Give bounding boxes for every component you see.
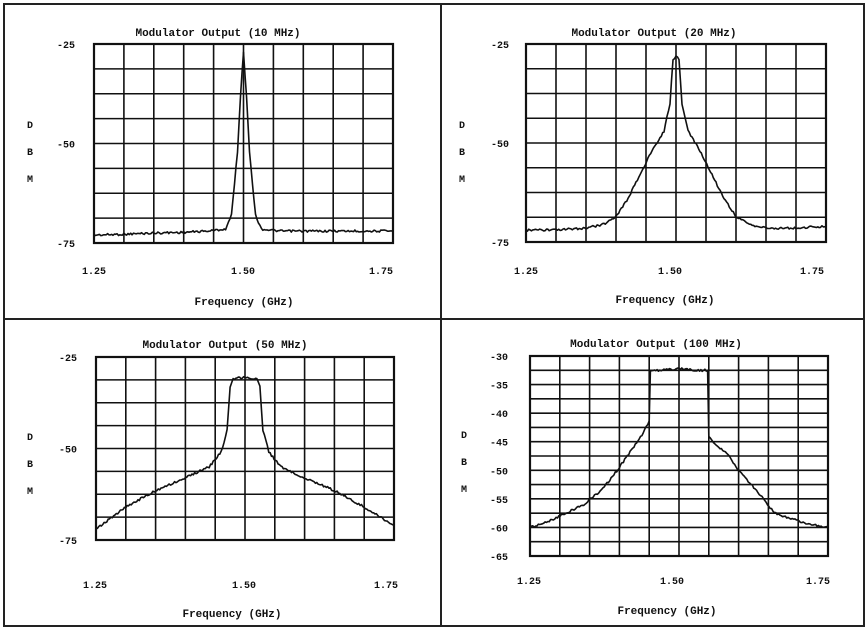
series-line [525, 55, 827, 232]
y-axis-label-letter: B [27, 148, 33, 159]
x-tick-label: 1.50 [660, 577, 684, 588]
y-axis-label: D B M [27, 433, 33, 498]
x-axis-label: Frequency (GHz) [182, 609, 281, 621]
y-axis-label-letter: M [27, 487, 33, 498]
y-tick-label: -65 [490, 553, 508, 564]
chart-panel-1: Modulator Output (10 MHz) D B M -25 -50 -7… [27, 28, 395, 309]
y-axis-label-letter: M [461, 485, 467, 496]
x-tick-label: 1.25 [82, 267, 106, 278]
x-axis-label: Frequency (GHz) [617, 606, 716, 618]
chart-panel-4: Modulator Output (100 MHz) D B M -30-35-… [461, 339, 830, 618]
y-tick-label: -25 [59, 354, 77, 365]
y-axis-label-letter: D [459, 121, 465, 132]
y-tick-label: -25 [491, 41, 509, 52]
y-axis-label-letter: M [27, 175, 33, 186]
y-tick-label: -60 [490, 524, 508, 535]
plot-frame [524, 42, 828, 244]
y-tick-label: -40 [490, 410, 508, 421]
y-tick-label: -30 [490, 353, 508, 364]
chart-panel-3: Modulator Output (50 MHz) D B M -25 -50 -7… [27, 340, 398, 621]
y-tick-label: -50 [490, 467, 508, 478]
series-line [95, 375, 395, 530]
y-axis-label-letter: D [461, 431, 467, 442]
y-axis-label: D B M [27, 121, 33, 186]
y-axis-label-letter: B [461, 458, 467, 469]
figure-border [3, 3, 865, 627]
y-tick-label: -50 [491, 140, 509, 151]
plot-area: -25 -50 -75 [491, 41, 828, 250]
x-tick-label: 1.25 [517, 577, 541, 588]
y-axis-label-letter: D [27, 121, 33, 132]
x-tick-label: 1.50 [232, 581, 256, 592]
chart-title: Modulator Output (10 MHz) [135, 28, 300, 40]
x-tick-label: 1.25 [83, 581, 107, 592]
x-tick-label: 1.75 [806, 577, 830, 588]
y-tick-label: -50 [59, 446, 77, 457]
x-tick-label: 1.75 [374, 581, 398, 592]
x-tick-label: 1.75 [369, 267, 393, 278]
y-tick-label: -75 [59, 537, 77, 548]
chart-title: Modulator Output (20 MHz) [571, 28, 736, 40]
plot-frame [94, 355, 396, 542]
chart-panel-2: Modulator Output (20 MHz) D B M -25 -50 -7… [459, 28, 828, 307]
y-axis-label: D B M [459, 121, 465, 186]
y-tick-label: -35 [490, 382, 508, 393]
y-tick-label: -75 [491, 239, 509, 250]
x-tick-label: 1.50 [231, 267, 255, 278]
y-axis-label-letter: B [27, 460, 33, 471]
x-axis-label: Frequency (GHz) [615, 295, 714, 307]
y-tick-label: -55 [490, 496, 508, 507]
y-axis-label-letter: D [27, 433, 33, 444]
plot-area: -25 -50 -75 [57, 41, 395, 251]
series-line [93, 51, 394, 237]
x-tick-label: 1.50 [658, 267, 682, 278]
x-axis-label: Frequency (GHz) [194, 297, 293, 309]
series-line [529, 367, 829, 529]
y-axis-label: D B M [461, 431, 467, 496]
plot-area: -25 -50 -75 [59, 354, 396, 548]
y-axis-label-letter: B [459, 148, 465, 159]
y-axis-label-letter: M [459, 175, 465, 186]
y-tick-label: -50 [57, 141, 75, 152]
chart-title: Modulator Output (50 MHz) [142, 340, 307, 352]
plot-frame [92, 42, 395, 245]
x-tick-label: 1.75 [800, 267, 824, 278]
y-tick-label: -75 [57, 240, 75, 251]
plot-frame [528, 354, 830, 558]
y-tick-label: -25 [57, 41, 75, 52]
plot-area: -30 -35 -40 -45 -50 -55 -60 -65 [490, 353, 830, 564]
x-tick-label: 1.25 [514, 267, 538, 278]
chart-title: Modulator Output (100 MHz) [570, 339, 742, 351]
y-tick-label: -45 [490, 439, 508, 450]
